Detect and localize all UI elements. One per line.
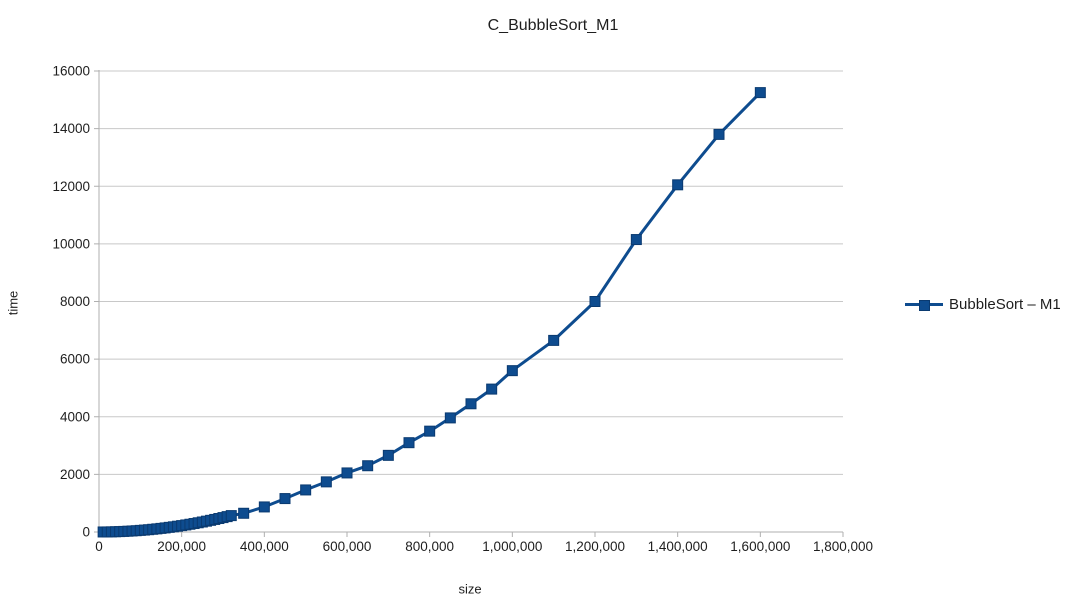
- series-marker: [754, 87, 766, 99]
- series-marker: [548, 334, 560, 346]
- y-tick-label: 2000: [60, 467, 90, 482]
- series-marker: [444, 412, 456, 424]
- series-marker: [238, 507, 250, 519]
- x-tick-label: 1,000,000: [482, 539, 542, 554]
- series-marker: [341, 467, 353, 479]
- y-tick-label: 16000: [52, 64, 90, 79]
- series-marker: [300, 484, 312, 496]
- x-tick-label: 1,400,000: [648, 539, 708, 554]
- series-line: [101, 91, 762, 534]
- series-marker: [403, 437, 415, 449]
- legend-series-marker-icon: [905, 299, 943, 311]
- series-marker: [382, 449, 394, 461]
- series-marker: [225, 510, 237, 522]
- x-tick-label: 400,000: [240, 539, 289, 554]
- series-marker: [589, 296, 601, 307]
- series-marker: [465, 398, 477, 410]
- x-axis-title: size: [458, 581, 482, 597]
- series-marker: [424, 425, 436, 437]
- series-marker: [630, 234, 642, 246]
- series-marker: [258, 501, 270, 513]
- x-tick-label: 1,600,000: [730, 539, 790, 554]
- y-tick-label: 4000: [60, 409, 90, 424]
- y-tick-label: 10000: [52, 236, 90, 251]
- series-marker: [362, 460, 374, 472]
- x-tick-label: 800,000: [405, 539, 454, 554]
- legend-square-swatch: [919, 300, 930, 311]
- series-marker: [320, 476, 332, 488]
- y-tick-label: 12000: [52, 179, 90, 194]
- x-tick-label: 600,000: [323, 539, 372, 554]
- y-tick-label: 8000: [60, 294, 90, 309]
- x-tick-label: 1,200,000: [565, 539, 625, 554]
- legend-label: BubbleSort – M1: [949, 296, 1061, 313]
- series-marker: [486, 383, 498, 395]
- y-tick-label: 6000: [60, 352, 90, 367]
- series-marker: [279, 493, 291, 505]
- y-tick-label: 0: [82, 525, 90, 540]
- x-tick-label: 1,800,000: [813, 539, 873, 554]
- series-marker: [506, 365, 518, 377]
- legend: BubbleSort – M1: [905, 296, 1061, 313]
- x-tick-label: 0: [95, 539, 103, 554]
- series-marker: [672, 179, 684, 191]
- y-tick-label: 14000: [52, 121, 90, 136]
- chart-title: C_BubbleSort_M1: [487, 17, 619, 34]
- x-tick-label: 200,000: [157, 539, 206, 554]
- series-marker: [713, 128, 725, 140]
